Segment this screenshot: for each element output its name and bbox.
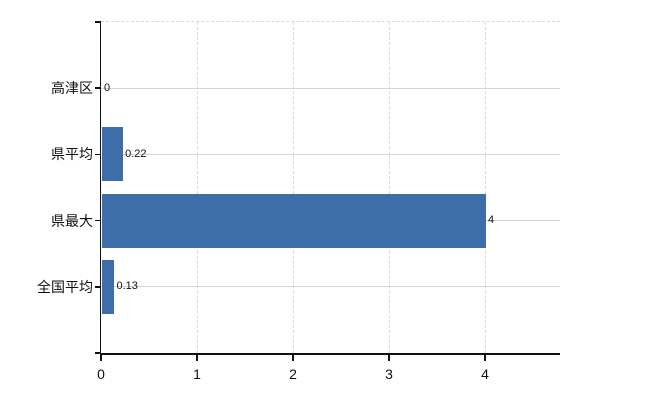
vertical-gridline	[389, 22, 390, 353]
x-axis-tick	[388, 354, 390, 361]
bar	[102, 193, 486, 248]
y-axis-tick	[95, 21, 101, 23]
x-axis-tick	[100, 354, 102, 361]
category-label: 全国平均	[37, 278, 93, 295]
y-axis-tick	[95, 87, 101, 89]
x-tick-label: 1	[193, 366, 201, 382]
x-tick-label: 4	[481, 366, 489, 382]
y-axis-tick	[95, 286, 101, 288]
bar	[102, 259, 115, 314]
category-label: 県平均	[51, 146, 93, 163]
value-label: 4	[488, 214, 495, 227]
category-label: 高津区	[51, 80, 93, 97]
value-label: 0.13	[116, 280, 138, 293]
x-tick-label: 2	[289, 366, 297, 382]
x-axis-tick	[484, 354, 486, 361]
vertical-gridline	[485, 22, 486, 353]
bar	[102, 127, 124, 182]
horizontal-gridline	[101, 286, 560, 288]
plot-top-border	[101, 21, 560, 22]
x-tick-label: 0	[97, 366, 105, 382]
horizontal-gridline	[101, 153, 560, 155]
y-axis-line	[99, 22, 101, 355]
value-label: 0	[104, 81, 111, 94]
vertical-gridline	[293, 22, 294, 353]
vertical-gridline	[197, 22, 198, 353]
x-axis-tick	[292, 354, 294, 361]
y-axis-tick	[95, 219, 101, 222]
category-label: 県最大	[51, 212, 93, 229]
horizontal-gridline	[101, 87, 560, 89]
x-axis-line	[99, 353, 560, 355]
y-axis-tick	[95, 352, 101, 354]
value-label: 0.22	[125, 147, 147, 160]
x-tick-label: 3	[385, 366, 393, 382]
y-axis-tick	[95, 153, 101, 156]
x-axis-tick	[196, 354, 198, 361]
